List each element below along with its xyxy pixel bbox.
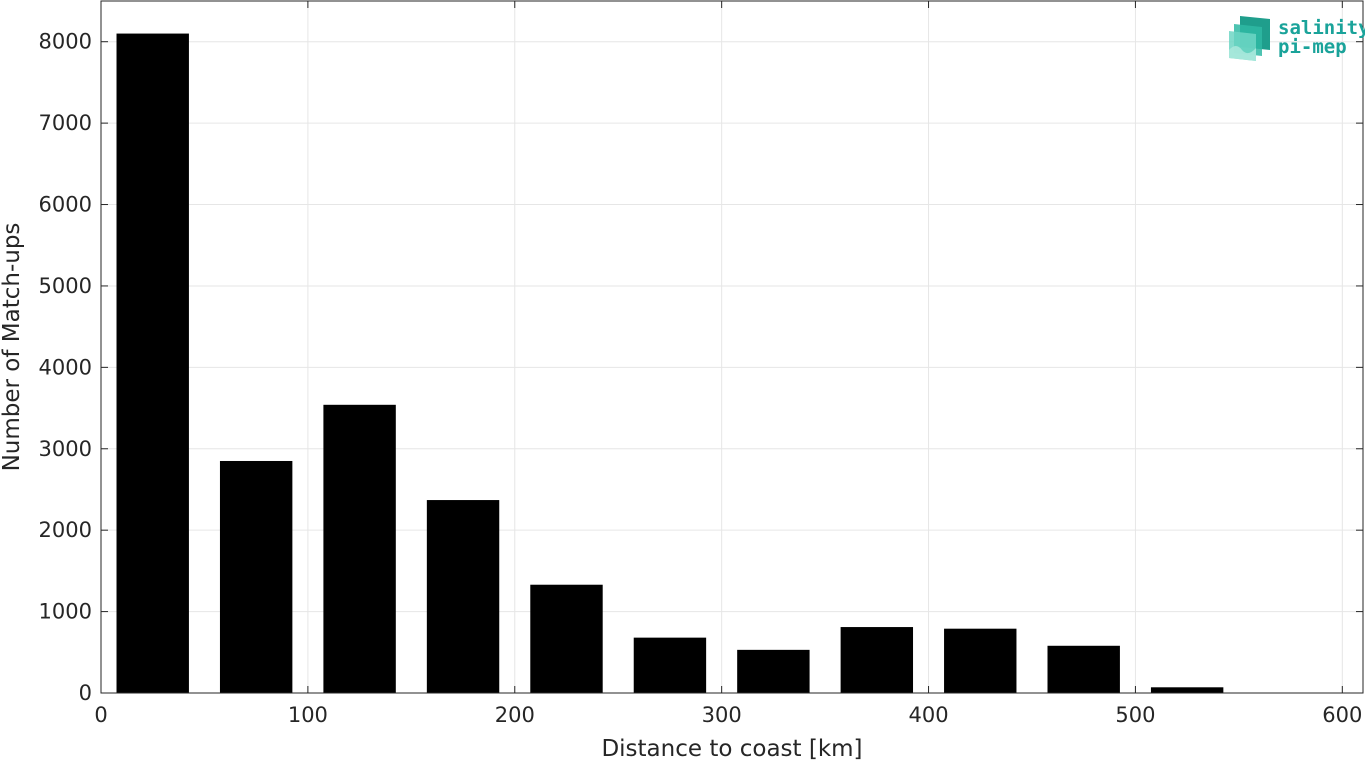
bar	[530, 584, 603, 693]
bar	[1047, 645, 1120, 693]
y-tick-label: 8000	[39, 30, 92, 54]
x-tick-label: 100	[288, 703, 328, 727]
logo-line1: salinity	[1278, 17, 1365, 39]
plot-frame	[100, 0, 1364, 694]
bar	[323, 404, 396, 693]
bar	[219, 460, 293, 693]
x-tick-label: 500	[1115, 703, 1155, 727]
y-tick-label: 3000	[39, 437, 92, 461]
y-axis-ticks: 0 1000 2000 3000 4000 5000 6000 7000 8000	[39, 30, 1363, 705]
bar	[116, 33, 189, 694]
y-tick-label: 5000	[39, 274, 92, 298]
y-axis-label: Number of Match-ups	[0, 223, 25, 472]
x-tick-label: 0	[94, 703, 107, 727]
y-tick-label: 7000	[39, 111, 92, 135]
bar	[737, 649, 810, 693]
y-tick-label: 1000	[39, 600, 92, 624]
logo-line2: pi-mep	[1278, 36, 1347, 58]
bar	[1150, 687, 1224, 693]
bar	[633, 637, 707, 693]
x-tick-label: 200	[495, 703, 535, 727]
bar	[944, 628, 1017, 693]
x-axis-ticks: 0 100 200 300 400 500 600	[94, 1, 1362, 727]
x-tick-label: 300	[702, 703, 742, 727]
x-tick-label: 600	[1322, 703, 1362, 727]
grid-lines	[100, 1, 1363, 694]
y-tick-label: 2000	[39, 518, 92, 542]
x-tick-label: 400	[908, 703, 948, 727]
salinity-pi-mep-logo: salinity pi-mep	[1229, 16, 1365, 61]
bar	[426, 500, 500, 693]
bars	[116, 33, 1224, 694]
logo-icon	[1229, 16, 1270, 61]
x-axis-label: Distance to coast [km]	[601, 736, 862, 761]
y-tick-label: 4000	[39, 355, 92, 379]
y-tick-label: 6000	[39, 193, 92, 217]
bar	[840, 627, 914, 693]
y-tick-label: 0	[79, 681, 92, 705]
